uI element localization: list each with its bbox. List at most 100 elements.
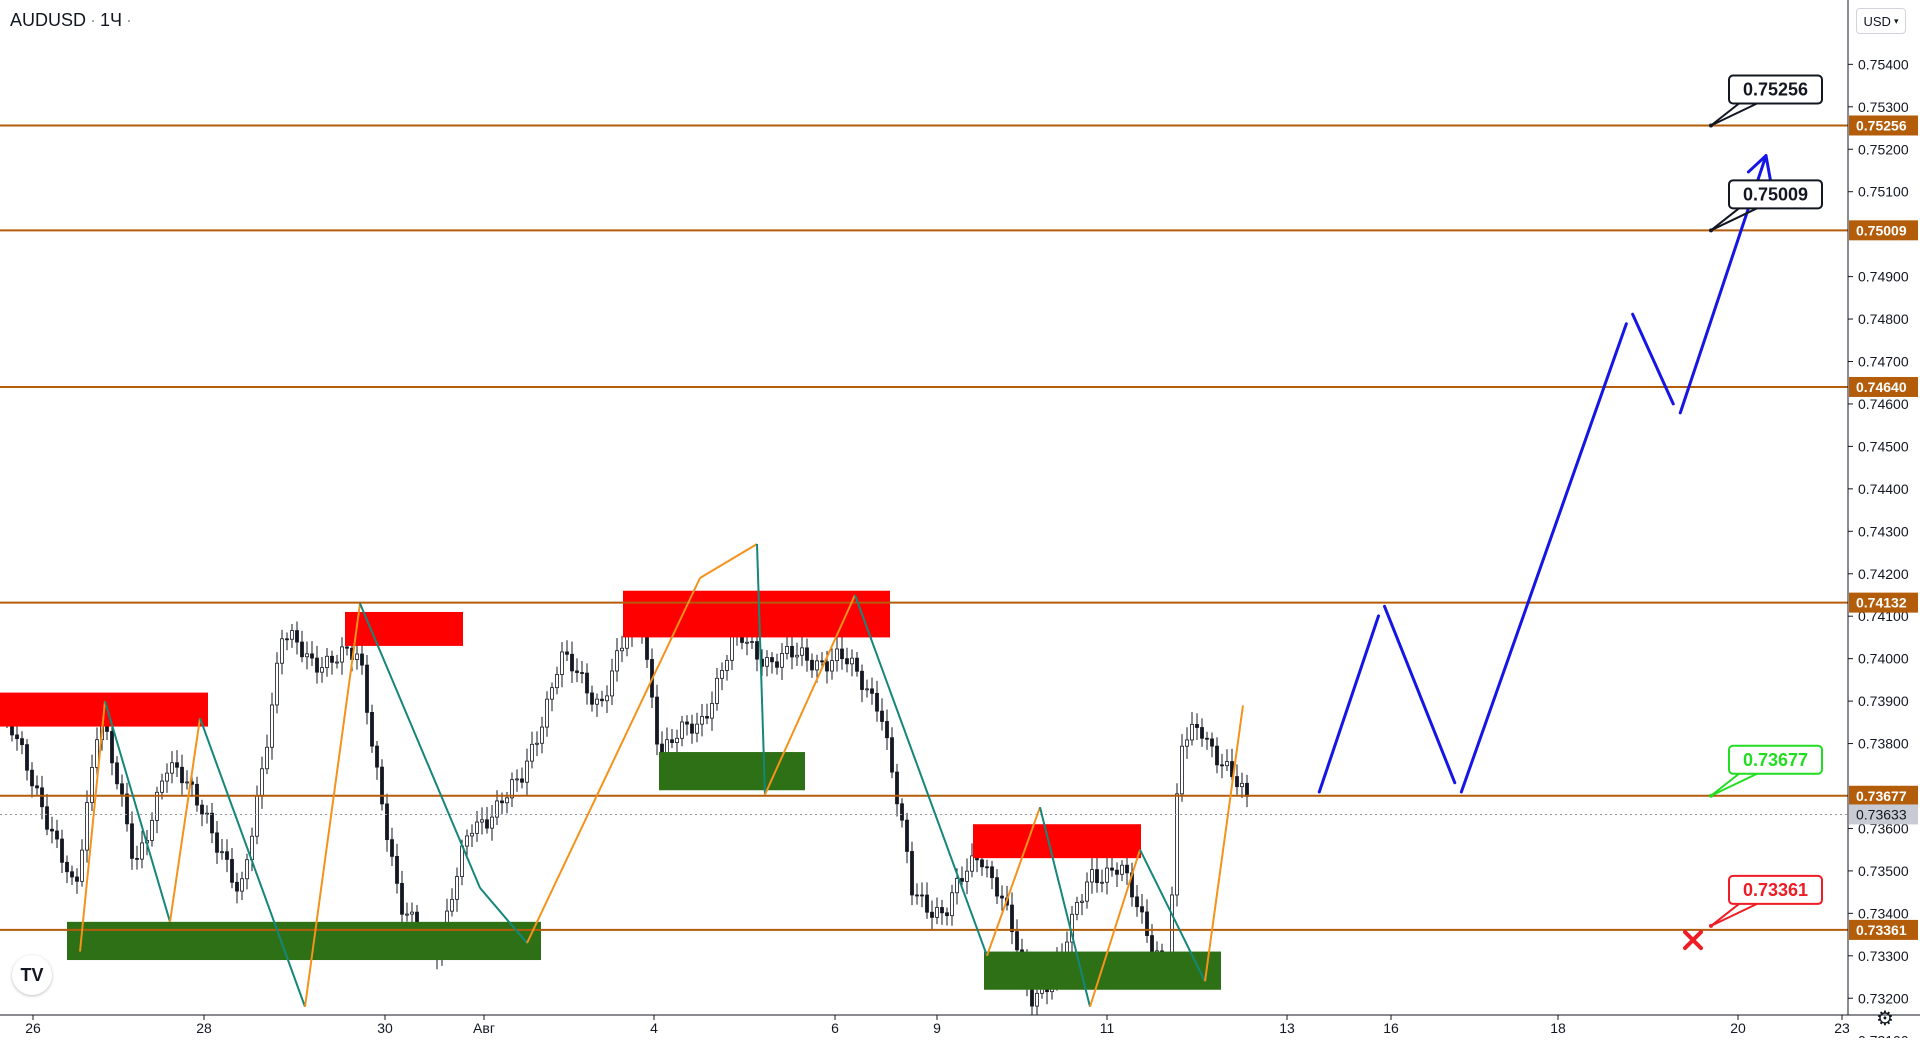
candle-body [185,781,189,784]
zigzag-segment [199,717,306,1008]
zigzag-segment [1139,849,1206,982]
candle [1085,872,1089,909]
candle [220,839,224,860]
symbol-name: AUDUSD [10,10,87,30]
candle [985,859,989,878]
candle [485,807,489,834]
candle-body [830,660,834,672]
candle [1095,857,1099,893]
currency-selector[interactable]: USD ▾ [1856,8,1906,34]
candle-body [990,866,994,879]
candle-body [930,911,934,918]
candle-body [1095,869,1099,884]
candle-body [465,835,469,847]
candle-body [125,793,129,825]
candle-body [335,661,339,664]
symbol-header[interactable]: AUDUSD · 1Ч · [10,10,133,30]
candle-body [460,845,464,877]
stop-marker-stroke [1683,930,1703,951]
supply-zone [973,824,1141,859]
candle-body [1205,737,1209,740]
candle [1120,860,1124,882]
callout-anchor [1709,923,1713,928]
gear-icon[interactable]: ⚙ [1876,1008,1894,1030]
candle [935,897,939,925]
candle-body [985,866,989,869]
candle [120,774,124,807]
candle [1110,857,1114,877]
callout-pointer [1710,207,1758,232]
callout-pointer [1710,903,1758,927]
price-tick-label: 0.74600 [1858,396,1909,412]
candle [165,763,169,793]
zigzag-segment [479,887,528,944]
candle [280,629,284,675]
candle-body [725,659,729,671]
price-tick-label: 0.74500 [1858,438,1909,454]
candle-body [575,670,579,673]
candle [930,900,934,931]
candle [565,640,569,661]
candle-body [685,721,689,725]
candle-body [905,819,909,852]
candle [310,641,314,666]
zigzag-segment [1089,849,1141,1008]
candle-body [1120,864,1124,875]
candle-body [1200,727,1204,739]
candle [965,858,969,895]
candle-body [60,838,64,863]
candle [335,654,339,669]
target-2-callout: 0.75256 [1709,74,1823,128]
zigzag-segment [699,543,758,579]
candle [1185,727,1189,759]
candle-body [965,870,969,882]
candle-body [325,655,329,669]
candle-body [450,898,454,912]
candle [1225,749,1229,772]
candle [840,636,844,670]
tradingview-logo-icon[interactable]: TV [12,955,52,995]
zigzag-segment [1039,806,1091,1007]
candle [545,691,549,737]
candle-body [1090,869,1094,883]
interval-label[interactable]: 1Ч [100,10,123,30]
candle-body [1240,782,1244,788]
candle [235,872,239,904]
level-price-badge [1849,592,1918,613]
candle [1010,892,1014,945]
candle-body [675,737,679,743]
candle [795,642,799,667]
current-price-badge [1849,804,1918,825]
candle [85,790,89,863]
candle [1125,857,1129,885]
level-price-label: 0.74132 [1856,595,1907,611]
candle [125,782,129,832]
candle-body [280,638,284,664]
candle-body [825,661,829,672]
time-tick-label: 30 [377,1020,393,1036]
price-tick-label: 0.74700 [1858,354,1909,370]
candle-body [35,785,39,789]
candle-body [1180,745,1184,795]
target-1-callout: 0.75009 [1709,179,1823,233]
level-price-label: 0.73361 [1856,922,1907,938]
candle-body [360,653,364,666]
candle [325,647,329,677]
candle [185,770,189,790]
candle-body [235,881,239,892]
zigzag-segment [104,700,171,923]
candle-body [355,653,359,660]
candle [1245,774,1249,808]
candle-body [870,688,874,694]
candle [330,650,334,675]
time-tick-label: 16 [1383,1020,1399,1036]
price-tick-label: 0.73100 [1858,1033,1909,1038]
callout-box [1728,179,1823,210]
callout-label: 0.73361 [1743,880,1808,900]
candle [655,684,659,756]
candle [270,692,274,760]
candle-body [865,688,869,691]
candle-body [945,912,949,917]
candle-body [960,878,964,882]
